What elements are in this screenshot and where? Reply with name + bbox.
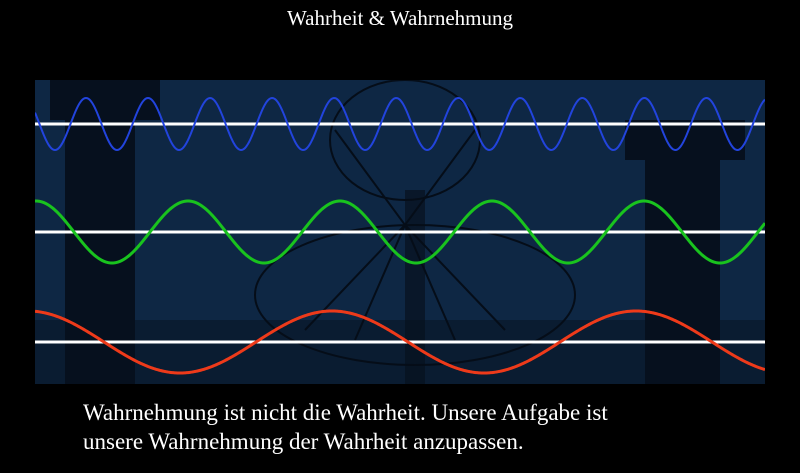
slide-title: Wahrheit & Wahrnehmung	[286, 6, 513, 30]
caption: Wahrnehmung ist nicht die Wahrheit. Unse…	[83, 398, 608, 456]
caption-line-2: unsere Wahrnehmung der Wahrheit anzupass…	[83, 429, 524, 454]
background-engraving	[35, 80, 765, 384]
sine-wave-3	[35, 309, 765, 375]
caption-line-1: Wahrnehmung ist nicht die Wahrheit. Unse…	[83, 400, 608, 425]
sine-wave-2	[35, 199, 765, 265]
wave-diagram	[35, 80, 765, 384]
sine-wave-1	[35, 96, 765, 152]
